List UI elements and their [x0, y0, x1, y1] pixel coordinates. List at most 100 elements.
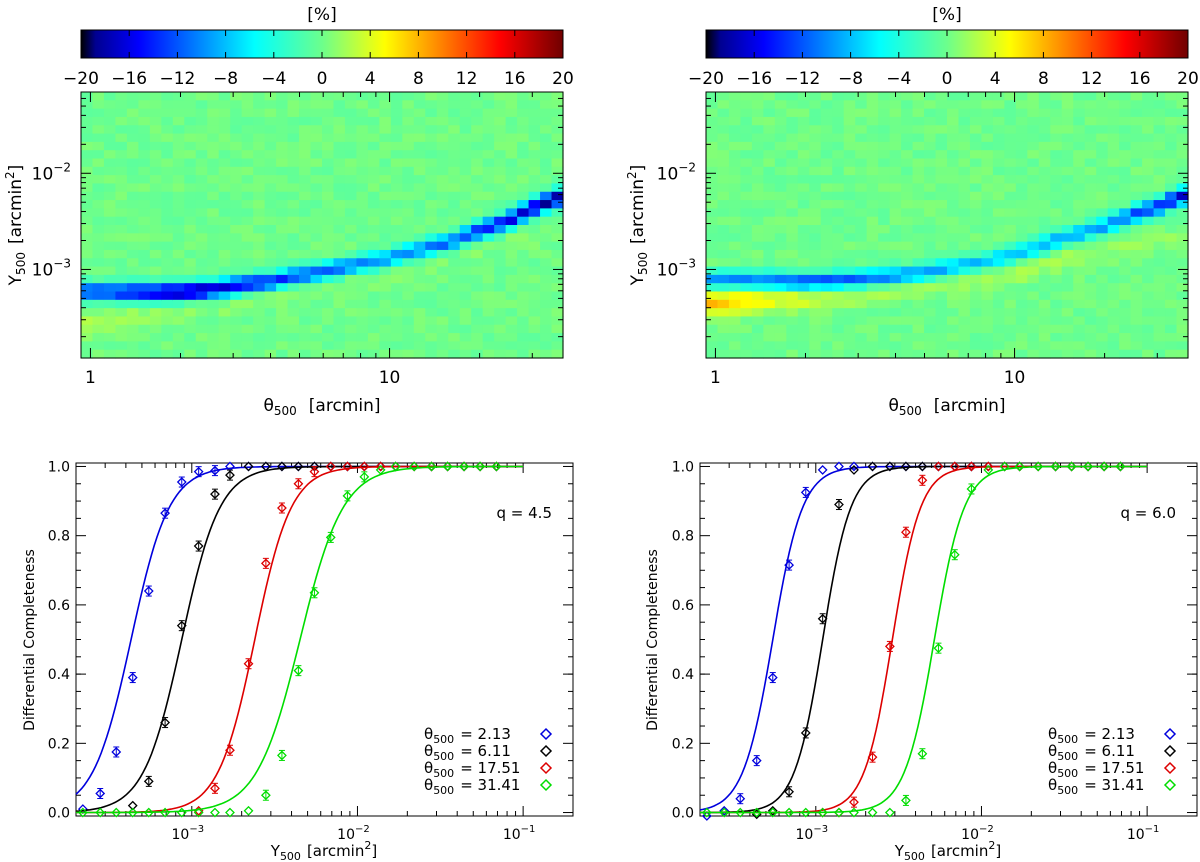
heat-cell — [241, 158, 254, 168]
heat-cell — [855, 133, 868, 143]
heat-cell — [981, 233, 994, 243]
heat-cell — [344, 166, 358, 176]
heat-cell — [901, 333, 914, 342]
heat-cell — [958, 200, 971, 209]
x-tick-label: 10 — [379, 368, 401, 388]
heat-cell — [958, 92, 971, 101]
data-point — [917, 748, 928, 759]
heat-cell — [1027, 258, 1040, 268]
heat-cell — [402, 333, 415, 342]
heat-cell — [992, 133, 1005, 143]
heat-cell — [947, 108, 960, 118]
heat-cell — [820, 208, 833, 218]
heat-cell — [322, 283, 335, 293]
heat-cell — [195, 299, 208, 309]
heat-cell — [740, 258, 753, 268]
heat-cell — [241, 200, 254, 209]
heat-cell — [924, 141, 937, 151]
heat-cell — [717, 274, 730, 284]
heat-cell — [425, 233, 438, 243]
heat-cell — [505, 291, 518, 301]
heat-cell — [344, 191, 358, 201]
heat-cell — [797, 158, 810, 168]
heat-cell — [356, 141, 369, 151]
heat-cell — [1165, 208, 1178, 218]
heat-cell — [459, 299, 472, 309]
heat-cell — [161, 249, 174, 259]
heat-cell — [1084, 299, 1097, 309]
heat-cell — [866, 283, 879, 293]
heat-cell — [413, 241, 426, 251]
heat-cell — [706, 100, 719, 110]
heat-cell — [218, 116, 231, 126]
heat-cell — [1165, 108, 1178, 118]
heat-cell — [786, 241, 799, 251]
heat-cell — [958, 166, 971, 176]
heat-cell — [1096, 208, 1109, 218]
heat-cell — [344, 258, 358, 268]
heat-cell — [1119, 258, 1132, 268]
heat-cell — [356, 225, 369, 234]
heat-cell — [367, 249, 380, 259]
heat-cell — [367, 208, 380, 218]
heat-cell — [471, 283, 484, 293]
heat-cell — [115, 308, 128, 318]
heat-cell — [706, 341, 719, 351]
heat-cell — [717, 299, 730, 309]
heat-cell — [161, 241, 174, 251]
series-group — [75, 461, 524, 818]
heat-cell — [889, 308, 902, 318]
heat-cell — [797, 125, 810, 135]
heat-cell — [218, 158, 231, 168]
heat-cell — [706, 150, 719, 160]
heat-cell — [912, 150, 925, 160]
heat-cell — [172, 233, 185, 243]
heat-cell — [958, 108, 971, 118]
heat-cell — [299, 316, 312, 326]
heat-cell — [195, 191, 208, 201]
heat-cell — [1119, 141, 1132, 151]
heat-cell — [149, 116, 162, 126]
heat-cell — [138, 158, 151, 168]
heat-cell — [981, 141, 994, 151]
heat-cell — [471, 266, 484, 276]
heat-cell — [1004, 316, 1017, 326]
heat-cell — [717, 133, 730, 143]
heat-cell — [1073, 249, 1086, 259]
heat-cell — [1027, 266, 1040, 276]
heat-cell — [740, 133, 753, 143]
heat-cell — [195, 308, 208, 318]
heat-cell — [161, 341, 174, 351]
heat-cell — [1153, 166, 1166, 176]
heat-cell — [195, 216, 208, 226]
heat-cell — [1015, 266, 1028, 276]
heat-cell — [92, 283, 105, 293]
heat-cell — [218, 183, 231, 193]
heat-cell — [505, 333, 518, 342]
heat-cell — [103, 108, 117, 118]
heat-cell — [763, 333, 776, 342]
heat-cell — [138, 208, 151, 218]
heat-cell — [448, 150, 461, 160]
heat-cell — [912, 258, 925, 268]
heat-cell — [448, 299, 461, 309]
data-point — [933, 461, 944, 472]
heat-cell — [494, 108, 507, 118]
heat-cell — [1153, 100, 1166, 110]
heat-cell — [1084, 216, 1097, 226]
heat-cell — [1130, 241, 1143, 251]
heat-cell — [138, 191, 151, 201]
heat-cell — [935, 299, 948, 309]
heat-cell — [551, 125, 564, 135]
heat-cell — [1004, 308, 1017, 318]
heat-cell — [379, 191, 392, 201]
heat-cell — [344, 208, 358, 218]
heat-cell — [1004, 291, 1017, 301]
heat-cell — [505, 158, 518, 168]
heat-cell — [551, 274, 564, 284]
heat-cell — [1061, 333, 1074, 342]
heat-cell — [1153, 141, 1166, 151]
heat-cell — [878, 316, 891, 326]
data-point — [901, 461, 911, 472]
heat-cell — [402, 200, 415, 209]
